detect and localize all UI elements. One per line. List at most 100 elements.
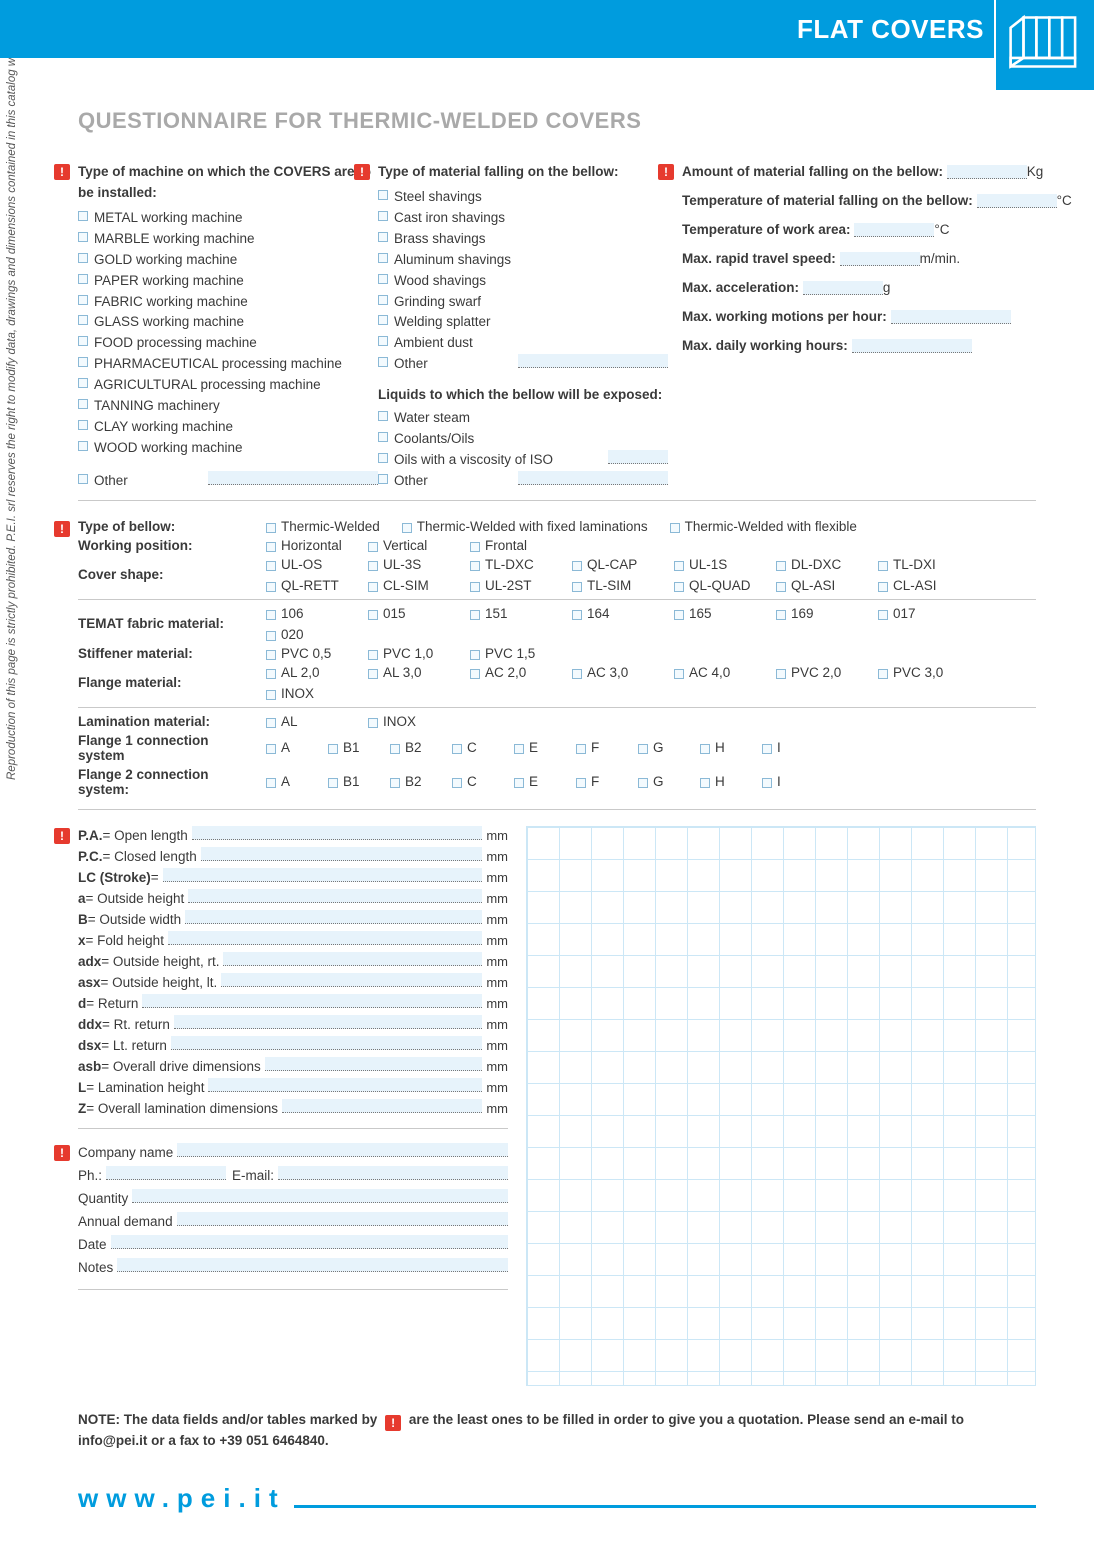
fill-field[interactable] [185,910,482,924]
checkbox[interactable] [776,561,786,571]
fill-field[interactable] [977,194,1057,208]
fill-field[interactable] [132,1189,508,1203]
fill-field[interactable] [106,1166,226,1180]
checkbox[interactable] [674,669,684,679]
fill-field[interactable] [891,310,1011,324]
checkbox[interactable] [78,474,88,484]
checkbox[interactable] [368,718,378,728]
checkbox[interactable] [776,582,786,592]
checkbox[interactable] [762,744,772,754]
fill-field[interactable] [265,1057,483,1071]
checkbox[interactable] [78,420,88,430]
checkbox[interactable] [78,315,88,325]
checkbox[interactable] [514,744,524,754]
fill-field[interactable] [177,1143,508,1157]
checkbox[interactable] [576,744,586,754]
checkbox[interactable] [674,582,684,592]
checkbox[interactable] [572,610,582,620]
checkbox[interactable] [78,399,88,409]
fill-field[interactable] [608,450,668,464]
checkbox[interactable] [670,523,680,533]
checkbox[interactable] [328,778,338,788]
fill-field[interactable] [117,1258,508,1272]
fill-field[interactable] [223,952,482,966]
checkbox[interactable] [470,669,480,679]
checkbox[interactable] [378,474,388,484]
checkbox[interactable] [378,274,388,284]
checkbox[interactable] [78,378,88,388]
checkbox[interactable] [266,744,276,754]
fill-field[interactable] [852,339,972,353]
checkbox[interactable] [378,411,388,421]
checkbox[interactable] [452,744,462,754]
fill-field[interactable] [177,1212,508,1226]
fill-field[interactable] [111,1235,508,1249]
fill-field[interactable] [174,1015,482,1029]
checkbox[interactable] [266,582,276,592]
checkbox[interactable] [878,669,888,679]
checkbox[interactable] [378,357,388,367]
fill-field[interactable] [208,471,378,485]
checkbox[interactable] [878,582,888,592]
checkbox[interactable] [878,561,888,571]
fill-field[interactable] [518,354,668,368]
checkbox[interactable] [368,582,378,592]
checkbox[interactable] [368,650,378,660]
checkbox[interactable] [266,542,276,552]
checkbox[interactable] [700,778,710,788]
checkbox[interactable] [378,295,388,305]
checkbox[interactable] [266,669,276,679]
checkbox[interactable] [470,561,480,571]
checkbox[interactable] [266,778,276,788]
checkbox[interactable] [378,315,388,325]
fill-field[interactable] [221,973,482,987]
fill-field[interactable] [188,889,482,903]
checkbox[interactable] [78,336,88,346]
fill-field[interactable] [278,1166,508,1180]
fill-field[interactable] [208,1078,482,1092]
checkbox[interactable] [470,542,480,552]
checkbox[interactable] [266,690,276,700]
checkbox[interactable] [470,582,480,592]
checkbox[interactable] [700,744,710,754]
checkbox[interactable] [390,778,400,788]
fill-field[interactable] [518,471,668,485]
checkbox[interactable] [776,669,786,679]
fill-field[interactable] [803,281,883,295]
checkbox[interactable] [78,253,88,263]
checkbox[interactable] [78,232,88,242]
checkbox[interactable] [470,610,480,620]
checkbox[interactable] [378,253,388,263]
checkbox[interactable] [266,523,276,533]
checkbox[interactable] [368,610,378,620]
checkbox[interactable] [378,232,388,242]
fill-field[interactable] [171,1036,482,1050]
fill-field[interactable] [201,847,483,861]
fill-field[interactable] [282,1099,482,1113]
checkbox[interactable] [78,274,88,284]
checkbox[interactable] [674,610,684,620]
fill-field[interactable] [947,165,1027,179]
checkbox[interactable] [378,336,388,346]
checkbox[interactable] [638,778,648,788]
fill-field[interactable] [192,826,483,840]
checkbox[interactable] [266,561,276,571]
fill-field[interactable] [142,994,482,1008]
checkbox[interactable] [266,650,276,660]
checkbox[interactable] [78,441,88,451]
checkbox[interactable] [674,561,684,571]
checkbox[interactable] [572,669,582,679]
checkbox[interactable] [878,610,888,620]
checkbox[interactable] [390,744,400,754]
checkbox[interactable] [266,718,276,728]
checkbox[interactable] [378,432,388,442]
checkbox[interactable] [266,631,276,641]
checkbox[interactable] [470,650,480,660]
checkbox[interactable] [762,778,772,788]
checkbox[interactable] [572,561,582,571]
checkbox[interactable] [78,295,88,305]
checkbox[interactable] [572,582,582,592]
checkbox[interactable] [776,610,786,620]
checkbox[interactable] [328,744,338,754]
checkbox[interactable] [78,357,88,367]
